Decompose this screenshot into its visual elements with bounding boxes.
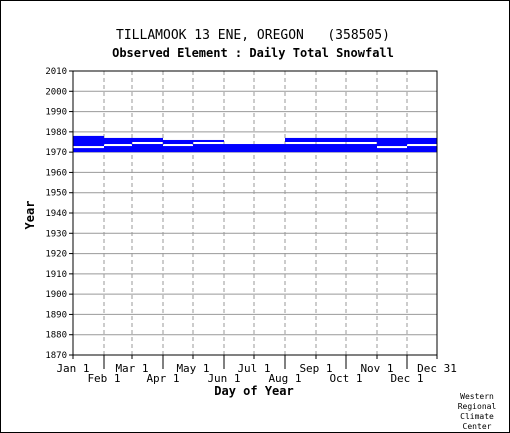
- x-tick-label: Oct 1: [329, 372, 362, 385]
- x-tick-label: Jun 1: [207, 372, 240, 385]
- x-tick-label: Dec 31: [417, 362, 457, 375]
- y-tick-label: 1910: [45, 270, 67, 280]
- y-tick-label: 1940: [45, 209, 67, 219]
- data-bars: [73, 135, 437, 153]
- data-bar: [163, 146, 193, 153]
- data-bar: [132, 137, 163, 142]
- x-tick-label: Feb 1: [87, 372, 120, 385]
- y-tick-label: 1890: [45, 310, 67, 320]
- y-tick-label: 2010: [45, 67, 67, 77]
- grid-lines: [73, 70, 437, 356]
- data-bar: [104, 137, 132, 145]
- y-tick-label: 1960: [45, 168, 67, 178]
- chart-subtitle: Observed Element : Daily Total Snowfall: [112, 46, 394, 60]
- x-tick-label: May 1: [176, 362, 209, 375]
- y-tick-label: 2000: [45, 87, 67, 97]
- data-bar: [73, 148, 104, 153]
- data-bar: [407, 146, 437, 153]
- x-axis-label: Day of Year: [214, 384, 293, 398]
- x-tick-label: Mar 1: [115, 362, 148, 375]
- data-bar: [224, 144, 285, 153]
- credit-line: Center: [463, 422, 492, 431]
- data-bar: [163, 139, 193, 145]
- data-bar: [73, 135, 104, 147]
- data-bar: [377, 137, 407, 147]
- credit-line: Western: [460, 392, 494, 401]
- x-tick-label: Dec 1: [390, 372, 423, 385]
- x-tick-label: Nov 1: [360, 362, 393, 375]
- data-bar: [132, 144, 163, 153]
- y-tick-label: 1920: [45, 250, 67, 260]
- y-tick-label: 1990: [45, 108, 67, 118]
- y-tick-label: 1970: [45, 148, 67, 158]
- data-bar: [285, 137, 377, 142]
- data-bar: [104, 146, 132, 153]
- y-tick-label: 1950: [45, 189, 67, 199]
- data-bar: [285, 144, 377, 153]
- data-bar: [193, 144, 224, 153]
- x-tick-label: Apr 1: [146, 372, 179, 385]
- y-tick-label: 1930: [45, 229, 67, 239]
- data-bar: [193, 139, 224, 142]
- y-tick-label: 1880: [45, 331, 67, 341]
- y-tick-label: 1870: [45, 351, 67, 361]
- data-bar: [377, 148, 407, 153]
- credit-line: Regional: [458, 402, 497, 411]
- y-axis-label: Year: [23, 201, 37, 230]
- y-tick-label: 1980: [45, 128, 67, 138]
- credit-line: Climate: [460, 412, 494, 421]
- x-tick-label: Jul 1: [237, 362, 270, 375]
- y-axis-ticks: 1870 1880 1890 1900 1910 1920 1930 1940 1950 1960…: [45, 67, 73, 361]
- y-tick-label: 1900: [45, 290, 67, 300]
- chart-title: TILLAMOOK 13 ENE, OREGON (358505): [116, 28, 390, 43]
- credit-block: Western Regional Climate Center: [458, 392, 497, 431]
- x-tick-label: Jan 1: [56, 362, 89, 375]
- data-bar: [407, 137, 437, 145]
- x-tick-label: Sep 1: [299, 362, 332, 375]
- x-tick-label: Aug 1: [268, 372, 301, 385]
